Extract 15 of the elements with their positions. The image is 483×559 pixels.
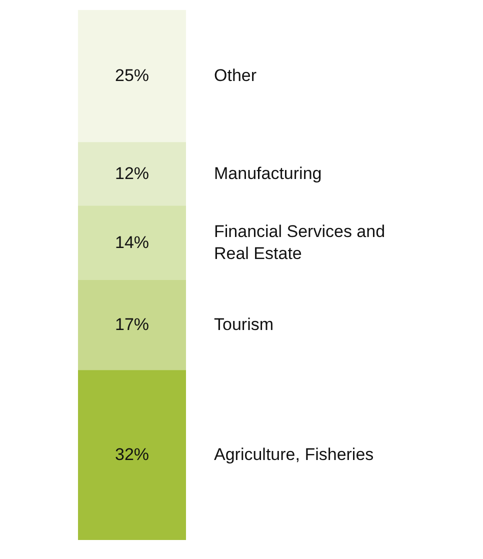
data-label: 12%	[114, 164, 150, 183]
series-label: Financial Services and Real Estate	[214, 222, 386, 263]
data-label: 32%	[114, 444, 150, 464]
data-label: 14%	[114, 232, 150, 252]
bar	[78, 142, 186, 206]
series-label: Tourism	[214, 315, 274, 334]
bar	[78, 280, 186, 371]
data-label: 17%	[114, 315, 150, 334]
data-label: 25%	[114, 66, 150, 85]
series-label: Other	[214, 66, 257, 85]
series-label: Agriculture, Fisheries	[214, 444, 374, 464]
bar	[78, 206, 186, 281]
series-label: Manufacturing	[214, 164, 322, 183]
bar	[78, 10, 186, 143]
bar	[78, 370, 186, 540]
